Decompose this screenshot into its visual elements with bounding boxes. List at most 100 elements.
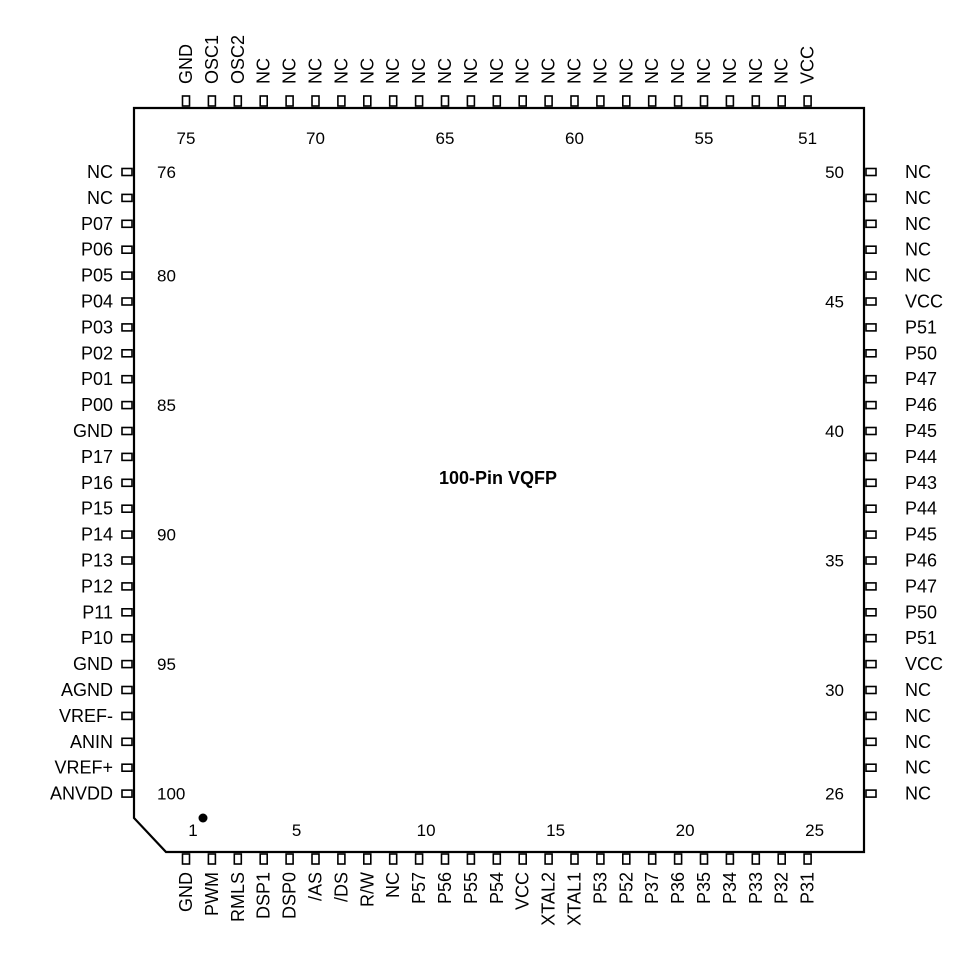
bottom-pin [518, 853, 528, 865]
top-pin-label: OSC1 [202, 35, 222, 84]
right-pin-label: P45 [905, 525, 937, 545]
left-pin-label: VREF+ [54, 758, 113, 778]
pin-number-bottom: 5 [292, 821, 301, 840]
top-pin-label: VCC [798, 46, 818, 84]
top-pin-label: NC [772, 58, 792, 84]
bottom-pin-label: DSP1 [254, 872, 274, 919]
top-pin-label: NC [461, 58, 481, 84]
bottom-pin-label: P54 [487, 872, 507, 904]
left-pin-label: NC [87, 188, 113, 208]
top-pin [362, 95, 372, 107]
top-pin [777, 95, 787, 107]
right-pin-label: P51 [905, 628, 937, 648]
right-pin-label: P46 [905, 395, 937, 415]
bottom-pin [181, 853, 191, 865]
pin-number-right: 26 [825, 785, 844, 804]
top-pin [181, 95, 191, 107]
top-pin-label: NC [254, 58, 274, 84]
left-pin-label: P03 [81, 317, 113, 337]
top-pin [466, 95, 476, 107]
right-pin-label: P50 [905, 343, 937, 363]
right-pin-label: VCC [905, 654, 943, 674]
right-pin [865, 530, 877, 539]
top-pin-label: NC [746, 58, 766, 84]
bottom-pin-label: VCC [513, 872, 533, 910]
right-pin-label: P46 [905, 551, 937, 571]
right-pin-label: NC [905, 240, 931, 260]
bottom-pin-label: PWM [202, 872, 222, 916]
bottom-pin [285, 853, 294, 865]
pin-number-bottom: 15 [546, 821, 565, 840]
right-pin-label: NC [905, 732, 931, 752]
pin-number-bottom: 1 [188, 821, 197, 840]
left-pin-label: P02 [81, 343, 113, 363]
left-pin-label: P14 [81, 525, 113, 545]
bottom-pin-label: P35 [694, 872, 714, 904]
top-pin-label: NC [487, 58, 507, 84]
top-pin-label: NC [357, 58, 377, 84]
bottom-pin [414, 853, 424, 865]
left-pin [121, 478, 133, 488]
top-pin-label: NC [409, 58, 429, 84]
top-pin-label: NC [435, 58, 455, 84]
bottom-pin-label: P37 [642, 872, 662, 904]
bottom-pin [596, 853, 605, 865]
top-pin [440, 95, 450, 107]
right-pin-label: P47 [905, 576, 937, 596]
bottom-pin-label: P32 [772, 872, 792, 904]
left-pin [121, 607, 133, 617]
bottom-pin-label: RMLS [228, 872, 248, 922]
left-pin [121, 167, 133, 177]
top-pin-label: NC [513, 58, 533, 84]
right-pin-label: NC [905, 784, 931, 804]
pin-number-top: 65 [436, 129, 455, 148]
bottom-pin-label: P52 [616, 872, 636, 904]
pin-number-top: 75 [177, 129, 196, 148]
pin-number-bottom: 10 [417, 821, 436, 840]
bottom-pin [440, 853, 450, 865]
top-pin [570, 95, 579, 107]
bottom-pin-label: P33 [746, 872, 766, 904]
right-pin-label: NC [905, 266, 931, 286]
right-pin-label: NC [905, 214, 931, 234]
bottom-pin-label: P56 [435, 872, 455, 904]
left-pin-label: P06 [81, 240, 113, 260]
top-pin-label: NC [565, 58, 585, 84]
bottom-pin [544, 853, 553, 865]
bottom-pin-label: XTAL2 [539, 872, 559, 926]
bottom-pin [492, 853, 502, 865]
right-pin-label: P44 [905, 499, 937, 519]
left-pin [121, 323, 133, 332]
right-pin [865, 556, 877, 565]
bottom-pin [725, 853, 735, 865]
right-pin [865, 400, 877, 410]
left-pin-label: ANIN [70, 732, 113, 752]
top-pin-label: NC [694, 58, 714, 84]
top-pin-label: NC [590, 58, 610, 84]
top-pin [207, 95, 217, 107]
top-pin-label: NC [306, 58, 326, 84]
bottom-pin-label: GND [176, 872, 196, 912]
pin-1-indicator-dot [198, 813, 208, 823]
left-pin-label: P00 [81, 395, 113, 415]
pin-number-left: 85 [157, 396, 176, 415]
right-pin [865, 426, 877, 436]
right-pin [865, 452, 877, 462]
pin-number-left: 95 [157, 655, 176, 674]
right-pin [865, 711, 877, 721]
bottom-pin-label: P57 [409, 872, 429, 904]
left-pin [121, 659, 133, 669]
left-pin-label: P13 [81, 551, 113, 571]
pin-number-left: 100 [157, 785, 185, 804]
bottom-pin-label: XTAL1 [565, 872, 585, 926]
top-pin [311, 95, 320, 107]
left-pin [121, 530, 133, 539]
pin-number-bottom: 20 [676, 821, 695, 840]
left-pin [121, 271, 133, 280]
left-pin [121, 789, 133, 798]
bottom-pin [259, 853, 269, 865]
right-pin-label: P51 [905, 317, 937, 337]
left-pin [121, 400, 133, 410]
top-pin-label: NC [383, 58, 403, 84]
bottom-pin-label: P55 [461, 872, 481, 904]
